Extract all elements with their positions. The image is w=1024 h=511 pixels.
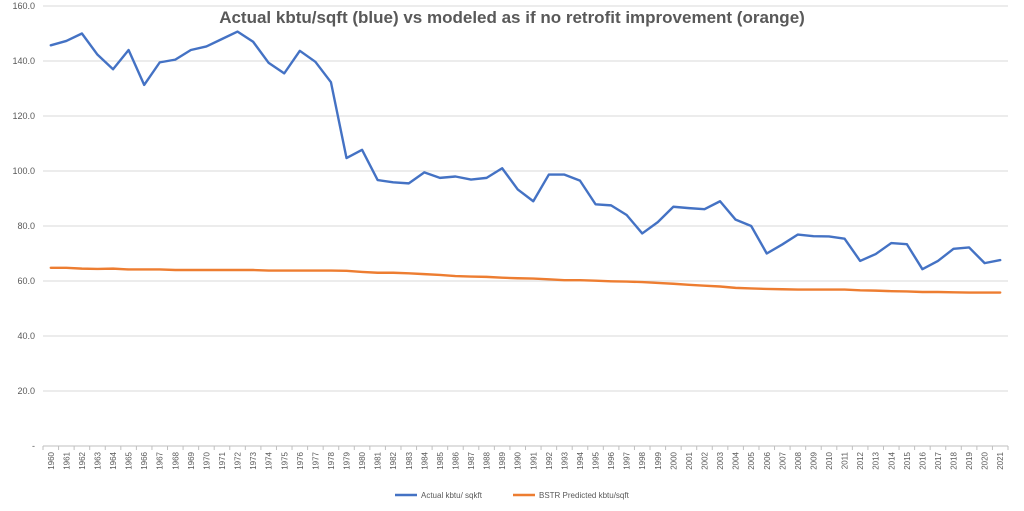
x-tick-label: 1988 [483, 451, 492, 469]
x-tick-label: 1984 [420, 451, 429, 469]
x-tick-label: 2013 [872, 451, 881, 469]
x-tick-label: 1990 [514, 451, 523, 469]
x-tick-label: 1992 [545, 451, 554, 469]
x-tick-label: 2010 [825, 451, 834, 469]
legend-label: Actual kbtu/ sqkft [421, 491, 483, 500]
x-tick-label: 1974 [265, 451, 274, 469]
x-tick-label: 2007 [778, 451, 787, 469]
x-tick-label: 1965 [125, 451, 134, 469]
x-tick-label: 2021 [996, 451, 1005, 469]
y-tick-label: 20.0 [17, 386, 35, 396]
x-tick-label: 1991 [529, 451, 538, 469]
x-tick-label: 1998 [638, 451, 647, 469]
x-tick-label: 2012 [856, 451, 865, 469]
x-tick-label: 1983 [405, 451, 414, 469]
series-line-actual [49, 30, 1002, 271]
y-tick-label: 100.0 [12, 166, 35, 176]
x-tick-label: 2003 [716, 451, 725, 469]
x-tick-label: 1960 [47, 451, 56, 469]
x-tick-label: 1994 [576, 451, 585, 469]
x-tick-label: 1975 [280, 451, 289, 469]
x-tick-label: 1968 [171, 451, 180, 469]
x-tick-label: 1980 [358, 451, 367, 469]
x-tick-label: 1961 [62, 451, 71, 469]
x-tick-label: 1976 [296, 451, 305, 469]
x-tick-label: 2000 [669, 451, 678, 469]
x-tick-label: 1962 [78, 451, 87, 469]
x-tick-label: 2008 [794, 451, 803, 469]
x-tick-label: 1985 [436, 451, 445, 469]
y-tick-label: 120.0 [12, 111, 35, 121]
x-tick-label: 2004 [732, 451, 741, 469]
x-tick-label: 1970 [202, 451, 211, 469]
x-tick-label: 2018 [950, 451, 959, 469]
x-tick-label: 2005 [747, 451, 756, 469]
series-line-predicted [49, 266, 1002, 294]
y-tick-label: 40.0 [17, 331, 35, 341]
x-tick-label: 1973 [249, 451, 258, 469]
x-tick-label: 1977 [311, 451, 320, 469]
x-tick-label: 2019 [965, 451, 974, 469]
legend-label: BSTR Predicted kbtu/sqft [539, 491, 630, 500]
x-tick-label: 1979 [343, 451, 352, 469]
x-tick-label: 2006 [763, 451, 772, 469]
x-tick-label: 1963 [93, 451, 102, 469]
x-tick-label: 1964 [109, 451, 118, 469]
x-tick-label: 1972 [234, 451, 243, 469]
x-tick-label: 1966 [140, 451, 149, 469]
x-tick-label: 1986 [451, 451, 460, 469]
x-tick-label: 2017 [934, 451, 943, 469]
x-tick-label: 1993 [560, 451, 569, 469]
y-tick-label: - [32, 441, 35, 451]
x-tick-label: 2016 [918, 451, 927, 469]
x-tick-label: 1978 [327, 451, 336, 469]
x-tick-label: 1989 [498, 451, 507, 469]
x-tick-label: 2002 [700, 451, 709, 469]
x-tick-label: 1969 [187, 451, 196, 469]
x-tick-label: 1971 [218, 451, 227, 469]
chart-title: Actual kbtu/sqft (blue) vs modeled as if… [219, 8, 805, 27]
x-tick-label: 1999 [654, 451, 663, 469]
x-tick-label: 2001 [685, 451, 694, 469]
y-tick-label: 160.0 [12, 1, 35, 11]
x-tick-label: 2015 [903, 451, 912, 469]
x-tick-label: 1995 [592, 451, 601, 469]
y-tick-label: 80.0 [17, 221, 35, 231]
x-tick-label: 2020 [981, 451, 990, 469]
x-tick-label: 1997 [623, 451, 632, 469]
x-tick-label: 1987 [467, 451, 476, 469]
x-tick-label: 2011 [841, 451, 850, 469]
x-tick-label: 1981 [374, 451, 383, 469]
y-tick-label: 140.0 [12, 56, 35, 66]
x-tick-label: 2014 [887, 451, 896, 469]
x-tick-label: 1967 [156, 451, 165, 469]
x-tick-label: 1982 [389, 451, 398, 469]
x-tick-label: 2009 [809, 451, 818, 469]
y-tick-label: 60.0 [17, 276, 35, 286]
x-tick-label: 1996 [607, 451, 616, 469]
